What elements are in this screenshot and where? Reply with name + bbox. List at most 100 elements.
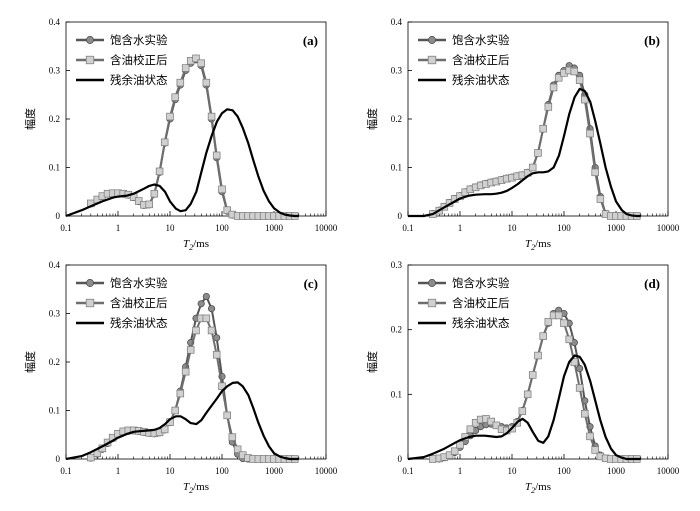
legend-marker xyxy=(85,55,95,65)
series-point xyxy=(207,112,216,121)
series-point xyxy=(181,64,190,72)
series-point xyxy=(197,59,205,67)
y-tick-label: 0.4 xyxy=(49,17,61,27)
y-tick-label: 0.2 xyxy=(391,325,402,335)
series-point xyxy=(145,200,153,209)
x-tick-label: 1000 xyxy=(607,223,626,233)
series-point xyxy=(575,76,584,84)
x-tick-label: 100 xyxy=(215,466,229,476)
y-tick-label: 0.4 xyxy=(49,260,61,270)
series-point xyxy=(186,346,195,354)
y-tick-label: 0 xyxy=(56,211,61,221)
series-point xyxy=(575,384,584,392)
series-point xyxy=(155,167,164,176)
y-tick-label: 0.3 xyxy=(391,260,403,270)
y-tick-label: 0.3 xyxy=(49,66,61,76)
series-line xyxy=(408,87,641,218)
legend-marker xyxy=(428,279,436,287)
x-tick-label: 100 xyxy=(557,223,571,233)
y-tick-label: 0.1 xyxy=(49,406,60,416)
x-axis-label: T2/ms xyxy=(525,481,551,495)
x-axis-unit: /ms xyxy=(535,481,551,493)
x-axis-unit: /ms xyxy=(535,238,551,250)
legend-label: 含油校正后 xyxy=(452,53,510,67)
series-point xyxy=(576,364,584,373)
legend-label: 残余油状态 xyxy=(452,73,510,87)
x-axis-subscript: 2 xyxy=(531,486,535,495)
y-tick-label: 0.2 xyxy=(391,114,402,124)
y-axis-label: 幅度 xyxy=(23,108,37,130)
series-point xyxy=(586,432,594,441)
x-tick-label: 10000 xyxy=(315,223,338,233)
x-axis-unit: /ms xyxy=(193,238,209,250)
x-tick-label: 1 xyxy=(116,466,121,476)
series-point xyxy=(565,335,573,344)
legend-label: 残余油状态 xyxy=(110,73,168,87)
series-point xyxy=(581,409,589,418)
series-line xyxy=(65,108,299,218)
legend-label: 饱含水实验 xyxy=(452,33,510,47)
x-tick-label: 1000 xyxy=(265,466,284,476)
series-point xyxy=(544,103,553,111)
x-tick-label: 10 xyxy=(166,466,176,476)
series-point xyxy=(192,54,200,63)
series-point xyxy=(207,326,216,335)
x-tick-label: 100 xyxy=(215,223,229,233)
series-point xyxy=(212,350,221,359)
x-tick-label: 10000 xyxy=(657,466,680,476)
x-tick-label: 0.1 xyxy=(402,466,413,476)
y-tick-label: 0.3 xyxy=(49,309,61,319)
series-point xyxy=(228,433,237,441)
legend-marker xyxy=(86,279,94,287)
y-tick-label: 0 xyxy=(56,454,61,464)
y-tick-label: 0.1 xyxy=(49,163,60,173)
series-point xyxy=(181,367,190,376)
series-point xyxy=(591,446,599,454)
series-point xyxy=(554,74,563,82)
series-point xyxy=(212,151,221,160)
x-axis-subscript: 2 xyxy=(531,243,535,252)
x-tick-label: 1 xyxy=(116,223,121,233)
series-point xyxy=(570,67,579,76)
legend-label: 残余油状态 xyxy=(110,316,168,330)
series-point xyxy=(492,421,501,430)
x-tick-label: 10 xyxy=(508,223,518,233)
x-tick-label: 1 xyxy=(458,223,463,233)
series-point xyxy=(534,149,542,157)
series-point xyxy=(202,292,210,301)
x-axis-unit: /ms xyxy=(193,481,209,493)
x-tick-label: 0.1 xyxy=(402,223,413,233)
series-point xyxy=(218,185,226,194)
chart-panel-3: 0 0.1 0.2 0.3 0.1 1 10 100 1000 10000 幅度 T2/ms (d) 饱含… xyxy=(365,260,680,495)
series-point xyxy=(539,332,547,340)
series-point xyxy=(560,319,568,327)
x-tick-label: 100 xyxy=(557,466,571,476)
series-point xyxy=(166,112,174,121)
series-point xyxy=(534,351,542,360)
x-axis-symbol: T xyxy=(183,238,190,250)
series-point xyxy=(171,406,179,415)
panel-label: (b) xyxy=(644,33,660,48)
legend-label: 含油校正后 xyxy=(452,296,510,310)
series-point xyxy=(202,78,211,87)
y-tick-label: 0 xyxy=(398,454,403,464)
y-tick-label: 0.1 xyxy=(391,389,402,399)
x-axis-label: T2/ms xyxy=(183,238,209,252)
panel-label: (d) xyxy=(644,276,660,291)
series-point xyxy=(544,318,553,326)
x-tick-label: 10 xyxy=(508,466,518,476)
series-point xyxy=(192,326,200,335)
series-point xyxy=(466,425,475,434)
series-point xyxy=(176,78,185,87)
series-point xyxy=(586,129,594,138)
series-point xyxy=(223,411,231,420)
y-axis-label: 幅度 xyxy=(365,351,379,373)
legend-marker xyxy=(427,55,437,65)
series-point xyxy=(171,93,179,101)
series-point xyxy=(223,206,231,214)
legend-label: 饱含水实验 xyxy=(452,276,510,290)
